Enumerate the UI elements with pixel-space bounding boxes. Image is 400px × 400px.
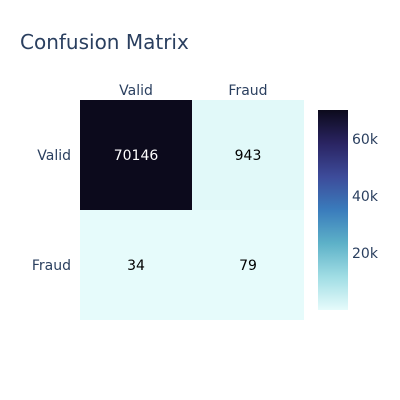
colorbar-tick-label: 60k xyxy=(352,132,379,148)
colorbar-tick-label: 40k xyxy=(352,189,379,205)
heatmap-cells: 70146 943 34 79 xyxy=(80,100,304,320)
chart-title: Confusion Matrix xyxy=(20,30,189,54)
heatmap-cell-fraud-valid xyxy=(80,210,192,320)
cell-value-label: 70146 xyxy=(114,148,159,164)
x-axis-labels: Valid Fraud xyxy=(119,83,267,99)
cell-value-label: 943 xyxy=(235,148,262,164)
x-tick-label: Fraud xyxy=(228,83,267,99)
heatmap-cell-valid-fraud xyxy=(192,100,304,210)
y-tick-label: Fraud xyxy=(32,258,71,274)
heatmap-cell-valid-valid xyxy=(80,100,192,210)
cell-value-label: 79 xyxy=(239,258,257,274)
heatmap-cell-fraud-fraud xyxy=(192,210,304,320)
colorbar-tick-label: 20k xyxy=(352,246,379,262)
y-tick-label: Valid xyxy=(37,148,71,164)
y-axis-labels: Valid Fraud xyxy=(32,148,71,274)
colorbar-gradient xyxy=(318,110,348,310)
x-tick-label: Valid xyxy=(119,83,153,99)
cell-value-label: 34 xyxy=(127,258,145,274)
colorbar: 20k 40k 60k xyxy=(318,110,379,310)
